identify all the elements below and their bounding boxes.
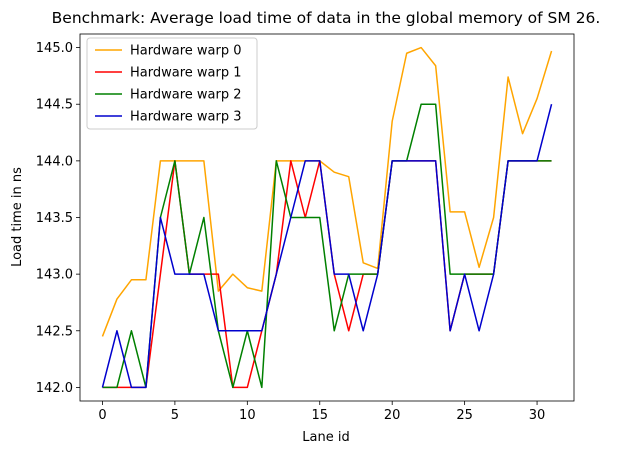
series-line-warp-0 bbox=[101, 46, 553, 337]
y-tick-label: 145.0 bbox=[36, 41, 73, 56]
y-tick-label: 142.0 bbox=[36, 381, 73, 396]
legend: Hardware warp 0 Hardware warp 1 Hardware w… bbox=[86, 37, 258, 130]
chart-title: Benchmark: Average load time of data in … bbox=[52, 9, 601, 27]
x-tick-label: 25 bbox=[456, 408, 473, 423]
x-tick-label: 20 bbox=[384, 408, 401, 423]
series-line-warp-3 bbox=[101, 104, 553, 389]
series-layer bbox=[101, 46, 553, 389]
legend-label: Hardware warp 1 bbox=[130, 66, 242, 81]
x-tick-label: 10 bbox=[239, 408, 256, 423]
y-tick-label: 144.5 bbox=[36, 98, 73, 113]
y-axis-label: Load time in ns bbox=[10, 167, 25, 267]
y-tick-label: 143.0 bbox=[36, 268, 73, 283]
axes-layer: 0 5 10 15 20 25 30 142.0 142.5 143.0 143.5 144.0 144… bbox=[36, 41, 546, 423]
x-tick-label: 5 bbox=[171, 408, 179, 423]
x-tick-label: 15 bbox=[311, 408, 328, 423]
legend-label: Hardware warp 3 bbox=[130, 110, 242, 125]
legend-box bbox=[86, 37, 258, 130]
x-tick-label: 0 bbox=[98, 408, 106, 423]
legend-label: Hardware warp 0 bbox=[130, 44, 242, 59]
y-tick-label: 142.5 bbox=[36, 324, 73, 339]
x-axis-label: Lane id bbox=[302, 430, 349, 445]
series-line-warp-2 bbox=[102, 103, 552, 389]
y-tick-label: 144.0 bbox=[36, 154, 73, 169]
y-tick-label: 143.5 bbox=[36, 211, 73, 226]
x-tick-label: 30 bbox=[529, 408, 546, 423]
legend-label: Hardware warp 2 bbox=[130, 88, 242, 103]
